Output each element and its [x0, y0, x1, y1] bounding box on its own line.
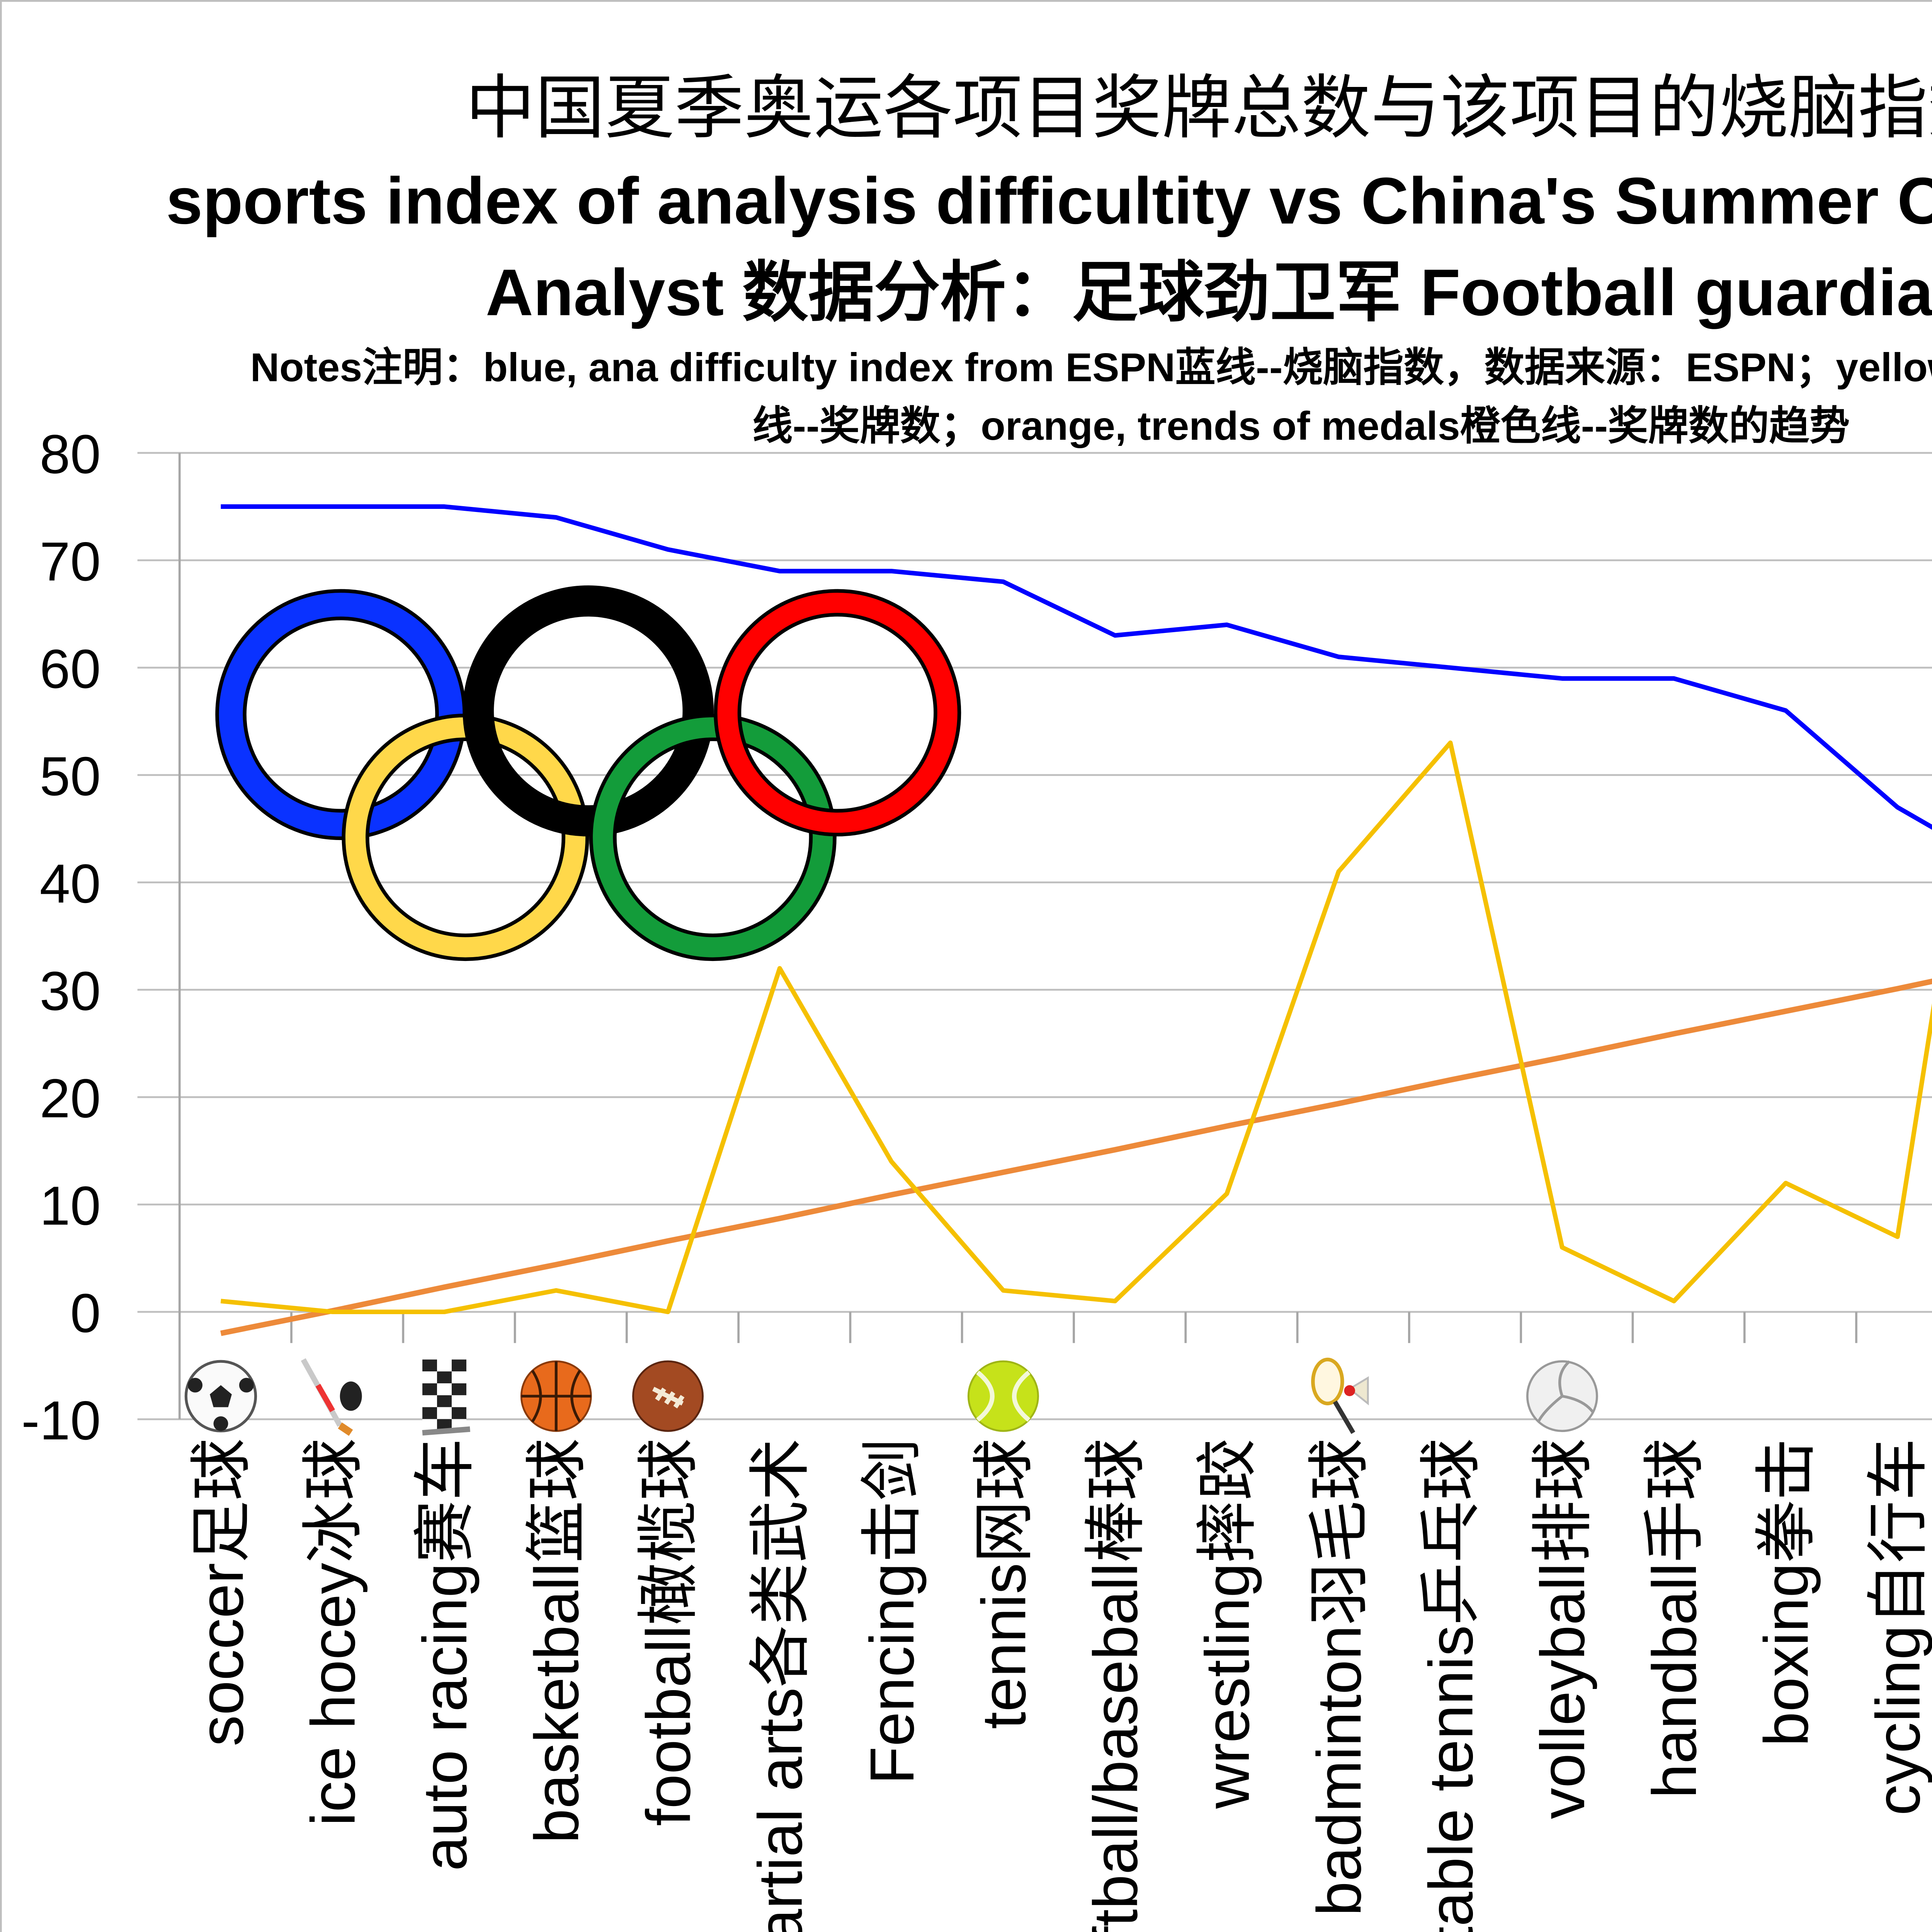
- x-category-label: auto racing赛车: [410, 1438, 480, 1871]
- chart-analyst: Analyst 数据分析：足球劲卫军 Football guardians FC: [486, 256, 1932, 330]
- tennis-ball-icon: [967, 1360, 1039, 1432]
- hockey-stick-icon: [301, 1358, 362, 1436]
- y-tick-label: 80: [40, 423, 101, 485]
- y-tick-label: 20: [40, 1068, 101, 1129]
- y-tick-label: 70: [40, 531, 101, 592]
- trend-line-orange: [220, 978, 1932, 1336]
- x-category-label: martial arts各类武术: [746, 1438, 815, 1932]
- soccer-ball-icon: [184, 1360, 257, 1432]
- x-category-label: wrestling摔跤: [1193, 1438, 1262, 1809]
- y-tick-label: 60: [40, 638, 101, 700]
- x-category-label: badminton羽毛球: [1304, 1438, 1374, 1916]
- chart-title-cn: 中国夏季奥运各项目奖牌总数与该项目的烧脑指数对比: [466, 69, 1932, 147]
- basketball-icon: [520, 1360, 592, 1432]
- x-category-label: soccer足球: [187, 1438, 256, 1746]
- x-category-label: basketball篮球: [522, 1438, 592, 1843]
- x-category-label: volleyball排球: [1528, 1438, 1598, 1819]
- y-tick-label: 40: [40, 853, 101, 915]
- olympic-rings-icon: [215, 585, 961, 961]
- x-category-label: boxing拳击: [1752, 1438, 1821, 1746]
- checkered-flag-icon: [422, 1359, 470, 1436]
- x-axis-icons: [184, 1357, 1598, 1436]
- y-tick-label: 30: [40, 961, 101, 1022]
- y-axis-ticks: 80 70 60 50 40 30 20 10 0 -10: [21, 423, 101, 1451]
- x-category-label: Fencing击剑: [857, 1438, 927, 1784]
- x-axis-labels: soccer足球 ice hocey冰球 auto racing赛车 basketba…: [187, 1438, 1932, 1932]
- x-category-label: cycling自行车: [1864, 1438, 1932, 1815]
- medals-line-yellow: [220, 740, 1932, 1315]
- y-tick-label: 10: [40, 1175, 101, 1236]
- x-category-label: tennis网球: [969, 1438, 1039, 1729]
- x-category-label: football橄榄球: [634, 1438, 703, 1826]
- chart-notes-line1: Notes注明：blue, ana difficulty index from …: [250, 345, 1932, 390]
- volleyball-icon: [1526, 1360, 1598, 1432]
- x-category-label: handball手球: [1640, 1438, 1709, 1798]
- chart-notes-line2: 线--奖牌数；orange, trends of medals橙色线--奖牌数的…: [752, 404, 1850, 449]
- x-category-label: table tennis乒乓球: [1416, 1438, 1486, 1932]
- y-tick-label: 50: [40, 746, 101, 807]
- american-football-icon: [632, 1360, 704, 1432]
- badminton-racket-icon: [1311, 1357, 1369, 1434]
- x-category-label: ice hocey冰球: [299, 1438, 368, 1826]
- x-category-label: softball/baseball棒球: [1081, 1438, 1151, 1932]
- y-tick-label: -10: [21, 1390, 101, 1451]
- chart-title-en: sports index of analysis difficultity vs…: [166, 164, 1932, 238]
- difficulty-line-blue: [221, 504, 1932, 830]
- y-tick-label: 0: [70, 1282, 101, 1344]
